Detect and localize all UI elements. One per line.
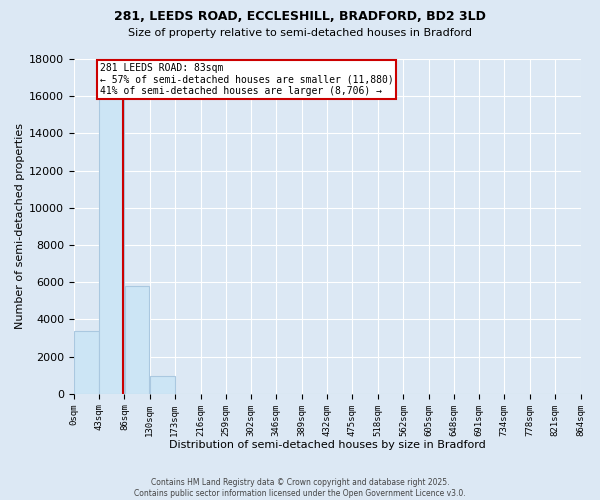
Y-axis label: Number of semi-detached properties: Number of semi-detached properties (15, 124, 25, 330)
Text: 281, LEEDS ROAD, ECCLESHILL, BRADFORD, BD2 3LD: 281, LEEDS ROAD, ECCLESHILL, BRADFORD, B… (114, 10, 486, 23)
X-axis label: Distribution of semi-detached houses by size in Bradford: Distribution of semi-detached houses by … (169, 440, 485, 450)
Text: Size of property relative to semi-detached houses in Bradford: Size of property relative to semi-detach… (128, 28, 472, 38)
Bar (150, 376, 175, 394)
Text: 281 LEEDS ROAD: 83sqm
← 57% of semi-detached houses are smaller (11,880)
41% of : 281 LEEDS ROAD: 83sqm ← 57% of semi-deta… (100, 62, 394, 96)
Text: Contains HM Land Registry data © Crown copyright and database right 2025.
Contai: Contains HM Land Registry data © Crown c… (134, 478, 466, 498)
Bar (74, 330, 99, 394)
Bar (125, 286, 149, 394)
Bar (100, 82, 124, 394)
